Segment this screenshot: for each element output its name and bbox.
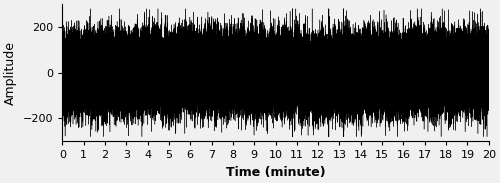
X-axis label: Time (minute): Time (minute) <box>226 166 326 179</box>
Y-axis label: Amplitude: Amplitude <box>4 41 17 105</box>
